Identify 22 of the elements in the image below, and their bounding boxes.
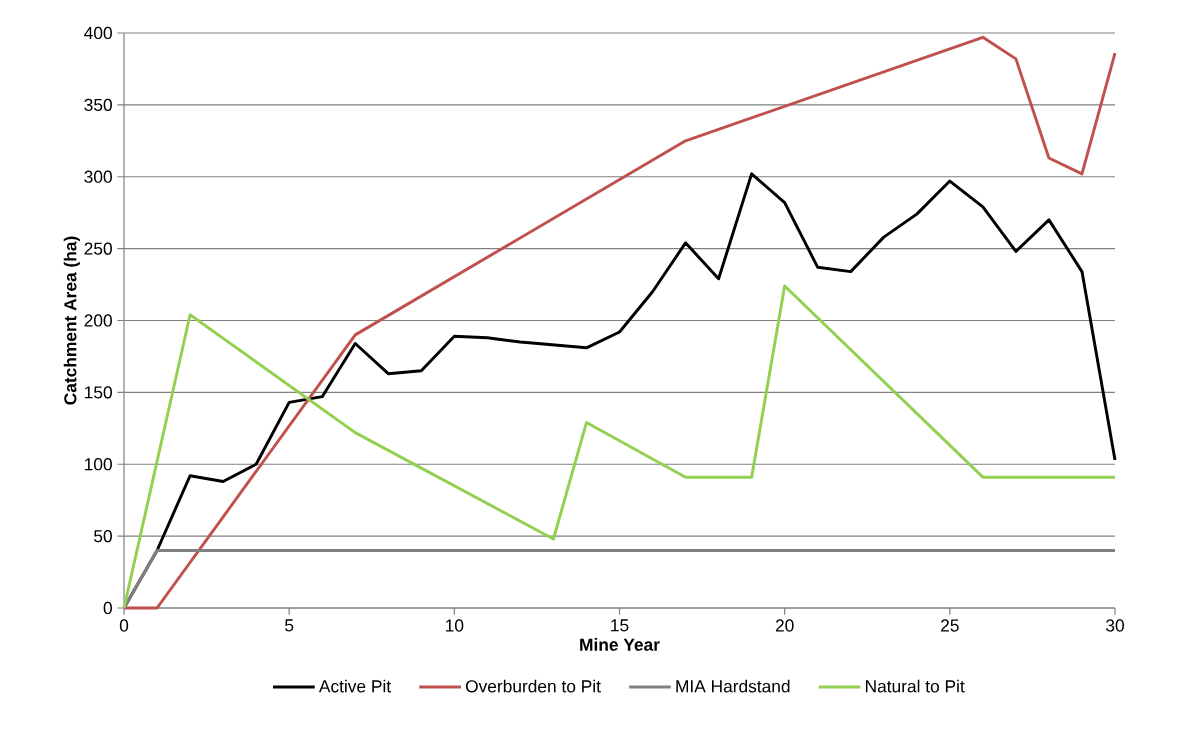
y-tick-label: 0: [103, 601, 112, 615]
x-tick-label: 30: [1106, 619, 1124, 632]
x-axis-title: Mine Year: [580, 638, 660, 651]
x-tick-label: 5: [285, 619, 294, 632]
y-tick-label: 250: [84, 242, 112, 255]
x-tick-label: 0: [119, 619, 129, 632]
y-tick-label: 200: [84, 314, 112, 327]
y-tick-label: 150: [85, 386, 112, 399]
legend-label: Natural to Pit: [866, 679, 965, 693]
y-tick-label: 350: [84, 98, 112, 111]
y-tick-label: 400: [84, 26, 112, 40]
x-tick-label: 10: [446, 619, 464, 632]
x-tick-label: 20: [775, 619, 794, 632]
x-tick-label: 25: [941, 619, 959, 632]
y-tick-label: 50: [94, 529, 112, 543]
y-tick-label: 300: [84, 170, 112, 183]
y-tick-label: 100: [85, 458, 112, 471]
legend-label: Overburden to Pit: [465, 679, 601, 693]
x-tick-label: 15: [611, 619, 629, 632]
y-axis-title: Catchment Area (ha): [63, 236, 80, 405]
legend-label: Active Pit: [318, 679, 391, 693]
legend-label: MIA Hardstand: [676, 679, 790, 693]
